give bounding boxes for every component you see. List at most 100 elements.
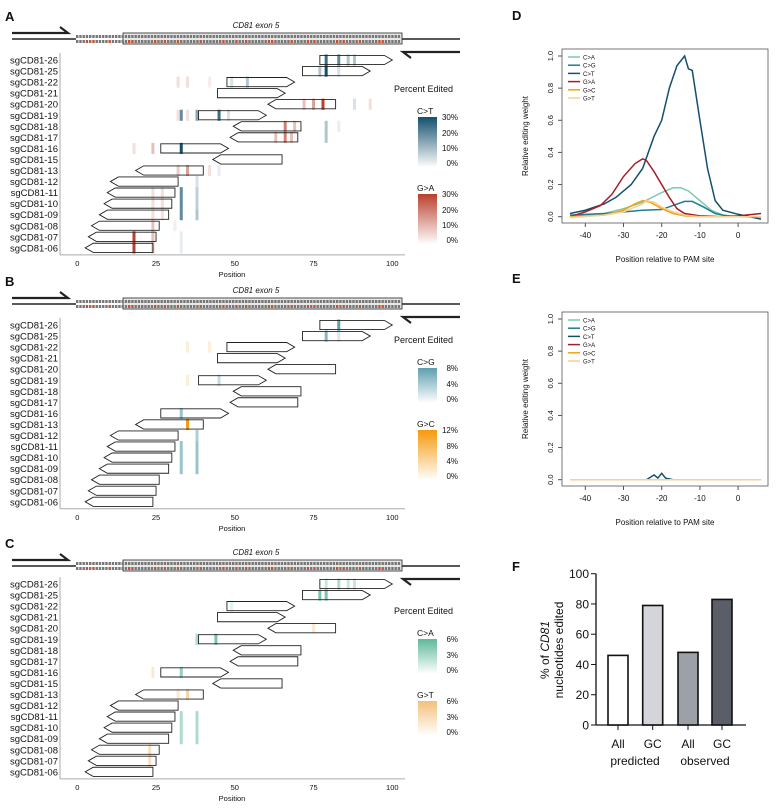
base-top [310, 300, 313, 303]
edit-mark [302, 98, 306, 110]
base-top [358, 300, 362, 303]
base-top [365, 35, 368, 38]
base-top [193, 35, 196, 38]
base-bottom [147, 40, 150, 43]
base-top [124, 562, 128, 565]
base-top [163, 300, 167, 303]
base-bottom [163, 567, 167, 570]
base-bottom [222, 40, 225, 43]
y-tick-label: 0.6 [546, 115, 555, 125]
guide-label: sgCD81-08 [10, 475, 58, 486]
y-axis-label: Relative editing weight [521, 95, 530, 176]
base-top [358, 562, 362, 565]
base-bottom [157, 40, 160, 43]
base-bottom [134, 305, 137, 308]
base-bottom [310, 40, 313, 43]
base-top [82, 300, 85, 303]
guide-label: sgCD81-26 [10, 321, 58, 332]
base-top [147, 562, 150, 565]
base-bottom [85, 305, 89, 308]
base-bottom [293, 305, 297, 308]
base-bottom [95, 40, 98, 43]
base-top [284, 562, 287, 565]
edit-mark [353, 578, 356, 590]
base-top [274, 300, 277, 303]
base-bottom [271, 40, 274, 43]
guide-arrow [198, 375, 268, 386]
guide-label: sgCD81-07 [10, 756, 58, 767]
base-top [173, 35, 176, 38]
bar [711, 598, 733, 726]
base-bottom [371, 567, 375, 570]
legend-tick-label: 20% [442, 206, 458, 215]
base-bottom [310, 305, 313, 308]
base-top [368, 35, 371, 38]
base-top [258, 300, 261, 303]
base-bottom [222, 305, 225, 308]
y-tick-label: 0.2 [546, 179, 555, 189]
guide-label: sgCD81-22 [10, 602, 58, 613]
category-label: All [611, 737, 624, 751]
base-top [397, 35, 401, 38]
base-top [215, 562, 219, 565]
base-bottom [76, 567, 79, 570]
edit-mark [324, 330, 328, 342]
base-top [157, 300, 160, 303]
x-tick-label: 75 [309, 783, 317, 792]
base-top [180, 562, 183, 565]
base-bottom [98, 567, 102, 570]
base-top [300, 562, 303, 565]
y-tick-label: 40 [576, 658, 590, 672]
base-bottom [199, 305, 202, 308]
guide-arrow [198, 634, 268, 645]
base-top [342, 35, 345, 38]
base-top [336, 300, 339, 303]
base-top [293, 300, 297, 303]
base-top [212, 562, 215, 565]
guide-arrow [103, 198, 173, 209]
guide-arrow [229, 656, 299, 667]
edit-mark [195, 452, 199, 464]
base-bottom [105, 305, 108, 308]
base-top [271, 35, 274, 38]
base-bottom [287, 40, 290, 43]
legend-tick-label: 10% [442, 221, 458, 230]
y-tick-label: 0.6 [546, 378, 555, 388]
legend-tick-label: 0% [446, 728, 458, 737]
base-top [251, 562, 254, 565]
base-top [261, 300, 264, 303]
edit-mark [179, 463, 183, 475]
base-bottom [232, 305, 235, 308]
base-bottom [391, 305, 394, 308]
guide-arrow [226, 601, 296, 612]
base-top [163, 562, 167, 565]
guide-arrow [226, 342, 296, 353]
base-top [254, 562, 258, 565]
base-bottom [274, 305, 277, 308]
edit-mark [321, 98, 325, 110]
base-top [160, 562, 163, 565]
forward-primer-arrow [12, 553, 72, 562]
base-top [89, 35, 92, 38]
guide-arrow [319, 54, 394, 66]
base-top [358, 35, 362, 38]
edit-mark [176, 689, 180, 701]
base-top [365, 562, 368, 565]
guide-arrow [109, 176, 179, 187]
edit-mark [151, 231, 155, 243]
base-top [150, 35, 154, 38]
guide-label: sgCD81-06 [10, 767, 58, 778]
base-top [150, 300, 154, 303]
legend-tick-label: 3% [446, 651, 458, 660]
base-top [134, 562, 137, 565]
base-top [92, 35, 95, 38]
base-top [342, 562, 345, 565]
base-top [349, 300, 352, 303]
base-top [183, 300, 186, 303]
base-bottom [189, 305, 193, 308]
base-top [394, 562, 397, 565]
edit-mark [353, 98, 356, 110]
base-top [316, 562, 319, 565]
category-label: GC [713, 737, 731, 751]
base-top [323, 35, 326, 38]
